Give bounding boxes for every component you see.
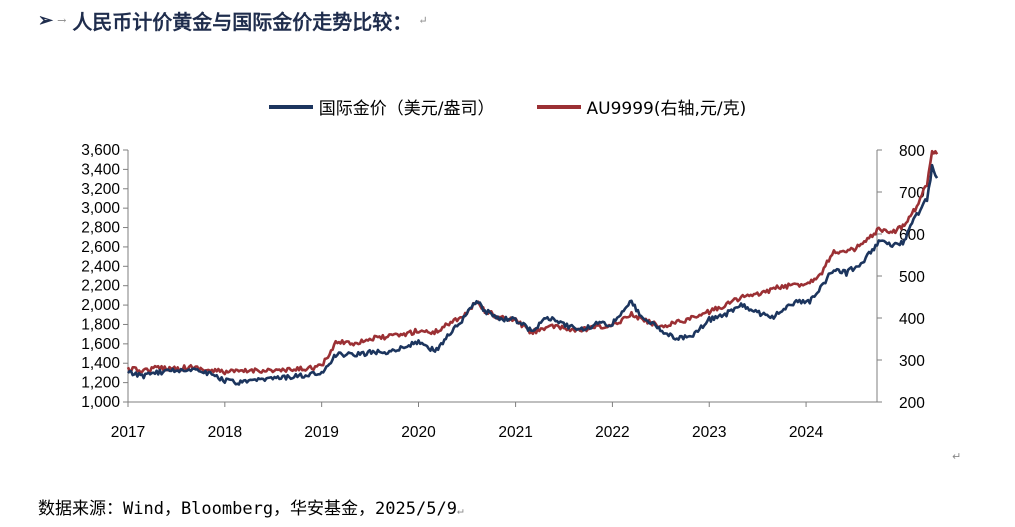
left-tick-label: 1,800 [81,316,120,333]
x-tick-label: 2022 [595,424,629,441]
legend-item-series1: 国际金价（美元/盎司） [268,94,495,119]
chart-heading: ➢ → 人民币计价黄金与国际金价走势比较： ↵ [38,6,428,34]
left-tick-label: 1,600 [81,336,120,353]
left-tick-label: 1,400 [81,355,120,372]
heading-text: 人民币计价黄金与国际金价走势比较： [72,9,413,34]
right-tick-label: 400 [899,311,925,328]
right-tick-label: 500 [899,269,925,286]
left-tick-label: 2,000 [81,297,120,314]
source-text: 数据来源：Wind，Bloomberg，华安基金，2025/5/9 [38,499,457,519]
x-tick-label: 2020 [401,424,436,441]
right-tick-label: 300 [899,353,925,370]
paragraph-mark-icon: ↵ [418,13,428,27]
x-tick-label: 2018 [208,424,242,441]
legend-label-series2: AU9999(右轴,元/克) [586,99,747,119]
right-tick-label: 200 [899,395,925,412]
bullet-arrow-icon: ➢ [38,9,54,31]
left-tick-label: 3,000 [81,200,120,217]
legend-item-series2: AU9999(右轴,元/克) [536,94,747,119]
legend-label-series1: 国际金价（美元/盎司） [318,99,495,119]
left-tick-label: 2,200 [81,278,120,295]
left-tick-label: 2,600 [81,239,120,256]
chart-axes: 1,000 1,200 1,400 1,600 1,800 2,000 2,200 2,400… [81,142,925,441]
left-tick-label: 3,200 [81,181,120,198]
x-tick-label: 2019 [304,424,338,441]
left-tick-label: 3,400 [81,161,120,178]
chart-legend: 国际金价（美元/盎司） AU9999(右轴,元/克) [0,94,1015,119]
x-tick-label: 2024 [789,424,824,441]
x-tick-label: 2021 [498,424,532,441]
legend-swatch-series2 [536,104,581,109]
series-line-international-gold [127,163,939,386]
series-line-au9999 [126,149,939,376]
data-source-note: 数据来源：Wind，Bloomberg，华安基金，2025/5/9↵ [38,494,464,519]
left-tick-label: 3,600 [81,142,120,159]
legend-swatch-series1 [268,104,313,109]
x-tick-label: 2023 [692,424,726,441]
left-tick-label: 2,800 [81,220,120,237]
chart-series [126,149,939,386]
left-tick-label: 1,200 [81,375,120,392]
x-tick-label: 2017 [111,424,145,441]
tab-mark-icon: → [57,13,67,27]
right-tick-label: 800 [899,143,925,160]
left-tick-label: 1,000 [81,394,120,411]
right-tick-label: 700 [899,185,925,202]
paragraph-mark-icon: ↵ [456,504,464,517]
left-tick-label: 2,400 [81,258,120,275]
paragraph-mark-icon: ↵ [952,450,962,463]
